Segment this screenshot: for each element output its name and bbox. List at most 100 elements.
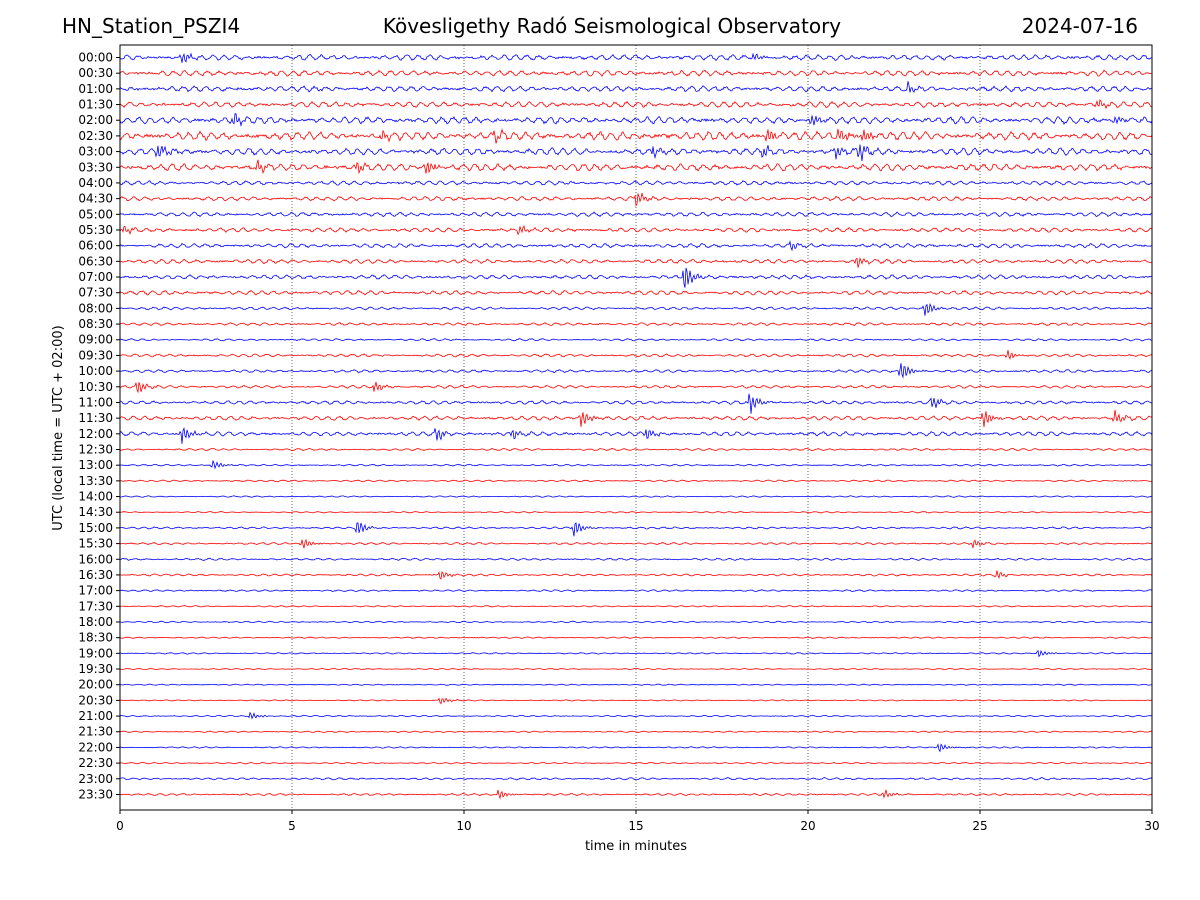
trace-1300 (119, 460, 1153, 470)
trace-0200 (119, 113, 1153, 127)
trace-2130 (119, 730, 1153, 733)
trace-1030 (119, 381, 1152, 394)
trace-1930 (120, 667, 1153, 671)
trace-0500 (119, 211, 1153, 218)
trace-0000 (119, 52, 1153, 63)
y-tick-label: 17:00 (78, 584, 113, 598)
trace-0730 (119, 289, 1153, 296)
y-tick-label: 18:00 (78, 615, 113, 629)
trace-1630 (120, 570, 1153, 580)
trace-0330 (119, 159, 1153, 175)
y-tick-label: 21:00 (78, 709, 113, 723)
trace-0400 (119, 180, 1153, 186)
y-tick-label: 15:00 (78, 521, 113, 535)
trace-1130 (119, 409, 1153, 428)
x-axis-ticks: 0 5 10 15 20 25 30 (116, 810, 1160, 833)
trace-0100 (119, 81, 1153, 93)
y-tick-label: 05:00 (78, 207, 113, 221)
trace-0630 (120, 256, 1153, 268)
y-tick-label: 02:30 (78, 129, 113, 143)
x-axis-label: time in minutes (585, 839, 687, 854)
y-tick-label: 07:30 (78, 286, 113, 300)
y-tick-label: 13:00 (78, 458, 113, 472)
y-tick-label: 07:00 (78, 270, 113, 284)
trace-2200 (120, 743, 1153, 753)
trace-1600 (119, 557, 1153, 561)
trace-1200 (119, 426, 1153, 444)
y-tick-label: 10:00 (78, 364, 113, 378)
y-tick-label: 23:00 (78, 772, 113, 786)
y-tick-label: 06:30 (78, 254, 113, 268)
trace-0900 (119, 338, 1153, 342)
trace-0800 (119, 303, 1153, 316)
y-tick-label: 18:30 (78, 631, 113, 645)
trace-2030 (120, 697, 1153, 705)
y-tick-label: 06:00 (78, 239, 113, 253)
trace-1800 (119, 620, 1153, 624)
y-tick-label: 10:30 (78, 380, 113, 394)
trace-1730 (120, 605, 1153, 608)
trace-1830 (119, 636, 1153, 639)
trace-0700 (119, 267, 1152, 288)
y-tick-label: 02:00 (78, 113, 113, 127)
y-tick-label: 01:30 (78, 98, 113, 112)
trace-2230 (119, 761, 1153, 765)
trace-2000 (120, 683, 1153, 686)
y-tick-label: 03:00 (78, 145, 113, 159)
seismic-traces (119, 52, 1153, 800)
trace-1100 (119, 393, 1153, 414)
trace-0030 (119, 69, 1152, 77)
trace-0830 (120, 322, 1153, 326)
y-tick-label: 22:30 (78, 756, 113, 770)
x-tick-label: 5 (288, 819, 296, 833)
trace-2300 (119, 777, 1153, 781)
y-tick-label: 00:00 (78, 51, 113, 65)
chart-date: 2024-07-16 (1021, 14, 1138, 38)
trace-0930 (119, 350, 1153, 361)
y-tick-label: 03:30 (78, 160, 113, 174)
y-tick-label: 12:00 (78, 427, 113, 441)
y-tick-label: 21:30 (78, 725, 113, 739)
y-tick-label: 14:30 (78, 505, 113, 519)
chart-station-title: HN_Station_PSZI4 (62, 14, 241, 38)
y-tick-label: 22:00 (78, 740, 113, 754)
y-tick-label: 15:30 (78, 537, 113, 551)
trace-2100 (119, 711, 1153, 720)
y-tick-label: 04:00 (78, 176, 113, 190)
x-tick-label: 10 (456, 819, 471, 833)
trace-0600 (119, 240, 1153, 252)
trace-0430 (119, 192, 1153, 207)
x-tick-label: 20 (800, 819, 815, 833)
x-tick-label: 15 (628, 819, 643, 833)
trace-1400 (120, 495, 1153, 498)
trace-1000 (119, 363, 1153, 379)
chart-title: Kövesligethy Radó Seismological Observat… (382, 14, 842, 38)
y-tick-label: 09:00 (78, 333, 113, 347)
trace-1700 (119, 589, 1153, 592)
y-axis-label: UTC (local time = UTC + 02:00) (51, 325, 66, 530)
trace-1500 (119, 522, 1153, 537)
trace-0530 (119, 225, 1153, 236)
y-tick-label: 11:00 (78, 395, 113, 409)
y-tick-label: 09:30 (78, 348, 113, 362)
y-tick-label: 16:30 (78, 568, 113, 582)
x-tick-label: 30 (1144, 819, 1159, 833)
trace-2330 (119, 789, 1153, 800)
grid-lines (291, 45, 981, 810)
y-tick-label: 08:30 (78, 317, 113, 331)
y-tick-label: 17:30 (78, 599, 113, 613)
trace-0300 (119, 144, 1153, 162)
y-tick-label: 12:30 (78, 443, 113, 457)
trace-1900 (119, 649, 1153, 658)
y-tick-label: 23:30 (78, 787, 113, 801)
y-tick-label: 19:00 (78, 646, 113, 660)
y-tick-label: 20:30 (78, 693, 113, 707)
trace-1230 (119, 447, 1153, 452)
y-tick-label: 11:30 (78, 411, 113, 425)
y-tick-label: 05:30 (78, 223, 113, 237)
y-tick-label: 04:30 (78, 192, 113, 206)
y-tick-label: 01:00 (78, 82, 113, 96)
x-tick-label: 0 (116, 819, 124, 833)
